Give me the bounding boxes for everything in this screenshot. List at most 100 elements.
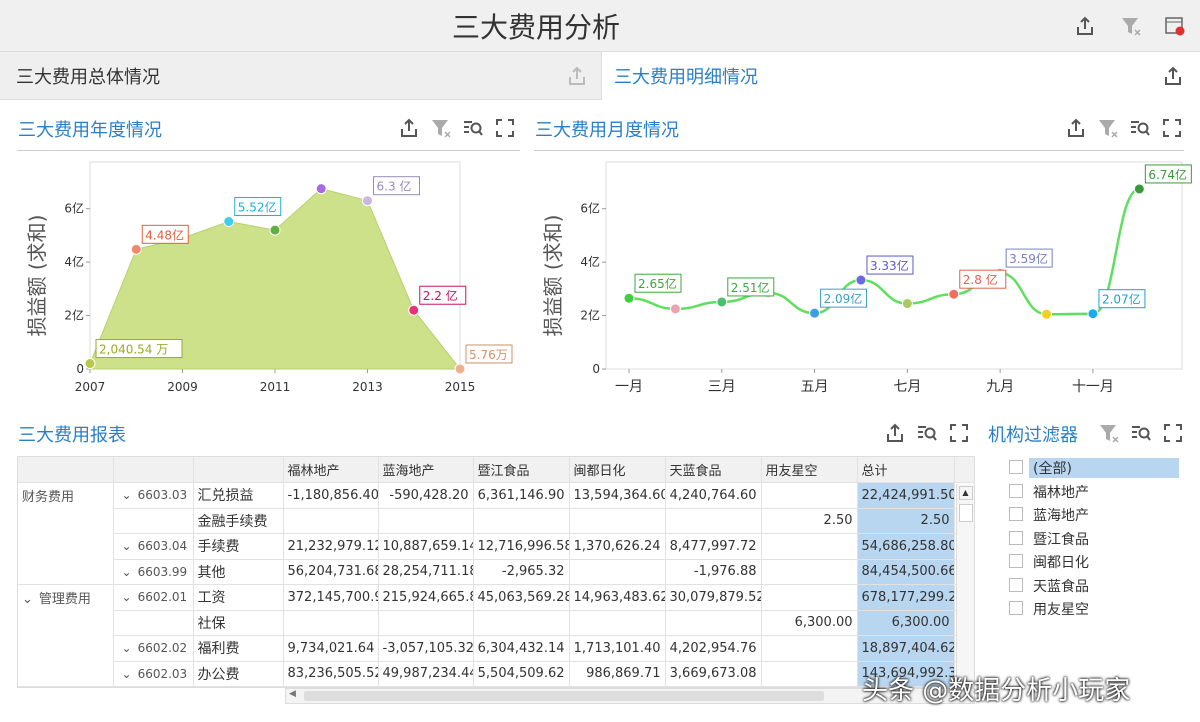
fullscreen-icon[interactable]: [1162, 422, 1184, 444]
collapse-icon[interactable]: ⌄: [121, 488, 132, 503]
vertical-scrollbar[interactable]: ▲: [956, 484, 974, 684]
data-point[interactable]: [269, 224, 281, 236]
scroll-thumb[interactable]: [958, 504, 973, 522]
data-point[interactable]: [454, 363, 466, 375]
scroll-thumb[interactable]: [304, 691, 824, 701]
data-label: 6.3 亿: [377, 179, 412, 194]
scroll-left-icon[interactable]: ◀: [289, 689, 296, 699]
filter-item-label: 福林地产: [1033, 484, 1089, 501]
export-icon[interactable]: [398, 117, 420, 139]
search-list-icon[interactable]: [1130, 422, 1152, 444]
scroll-up-icon[interactable]: ▲: [958, 486, 973, 500]
code-cell[interactable]: ⌄ 6602.01: [113, 584, 194, 611]
data-point[interactable]: [948, 288, 960, 300]
tab-overall-export-icon[interactable]: [566, 65, 588, 87]
collapse-icon[interactable]: ⌄: [121, 539, 132, 554]
value-cell: 4,240,764.60: [665, 482, 762, 509]
collapse-icon[interactable]: ⌄: [22, 592, 33, 607]
data-point[interactable]: [362, 195, 373, 207]
column-header[interactable]: 闽都日化: [569, 457, 666, 483]
export-icon[interactable]: [1074, 15, 1096, 37]
filter-item-label: 闽都日化: [1033, 555, 1089, 571]
total-cell: 22,424,991.50: [857, 482, 955, 509]
fullscreen-icon[interactable]: [1161, 117, 1183, 139]
data-point[interactable]: [809, 307, 821, 319]
data-point[interactable]: [223, 216, 235, 228]
data-label: 3.33亿: [870, 258, 909, 273]
account-name: 手续费: [193, 533, 284, 560]
data-point[interactable]: [84, 358, 96, 370]
clear-filter-icon[interactable]: [1120, 15, 1142, 37]
filter-item[interactable]: 蓝海地产: [1005, 503, 1185, 527]
data-point[interactable]: [130, 243, 142, 255]
clear-filter-icon[interactable]: [1098, 422, 1120, 444]
calendar-icon[interactable]: [1164, 15, 1186, 37]
column-header[interactable]: 天蓝食品: [665, 457, 762, 483]
data-point[interactable]: [1087, 308, 1099, 320]
filter-item[interactable]: 暨江食品: [1005, 527, 1185, 551]
search-list-icon[interactable]: [462, 117, 484, 139]
horizontal-scrollbar[interactable]: ◀: [285, 688, 975, 704]
filter-checkbox[interactable]: [1009, 577, 1023, 592]
tab-overall[interactable]: 三大费用总体情况: [0, 52, 602, 100]
column-header[interactable]: 总计: [857, 457, 955, 483]
code-cell[interactable]: ⌄ 6602.02: [113, 635, 194, 662]
collapse-icon[interactable]: ⌄: [121, 564, 132, 579]
tab-detail[interactable]: 三大费用明细情况: [602, 52, 1200, 100]
filter-item[interactable]: 闽都日化: [1005, 550, 1185, 574]
data-point[interactable]: [716, 296, 728, 308]
filter-item[interactable]: (全部): [1005, 456, 1185, 480]
group-cell[interactable]: 财务费用: [18, 482, 114, 508]
filter-title: 机构过滤器: [988, 425, 1078, 446]
collapse-icon[interactable]: ⌄: [121, 666, 132, 681]
column-header[interactable]: 蓝海地产: [378, 457, 474, 483]
data-point[interactable]: [408, 304, 420, 316]
data-point[interactable]: [669, 303, 681, 315]
filter-item[interactable]: 天蓝食品: [1005, 574, 1185, 598]
header-cell: [954, 457, 974, 483]
filter-item-label: (全部): [1029, 458, 1179, 478]
clear-filter-icon[interactable]: [1097, 117, 1119, 139]
tab-detail-export-icon[interactable]: [1162, 65, 1184, 87]
filter-checkbox[interactable]: [1009, 507, 1023, 521]
code-cell[interactable]: ⌄ 6602.03: [113, 661, 194, 687]
data-point[interactable]: [855, 274, 867, 286]
group-cell[interactable]: ⌄ 管理费用: [18, 584, 114, 610]
filter-checkbox[interactable]: [1009, 460, 1023, 474]
search-list-icon[interactable]: [916, 422, 938, 444]
value-cell: [761, 559, 858, 585]
filter-checkbox[interactable]: [1009, 554, 1023, 568]
column-header[interactable]: 福林地产: [283, 457, 379, 483]
data-point[interactable]: [901, 298, 913, 310]
code-cell[interactable]: ⌄ 6603.03: [113, 482, 194, 509]
fullscreen-icon[interactable]: [948, 422, 970, 444]
column-header[interactable]: 用友星空: [761, 457, 858, 483]
column-header[interactable]: 暨江食品: [473, 457, 570, 483]
header-cell: [113, 457, 194, 483]
value-cell: 14,963,483.62: [569, 584, 666, 611]
search-list-icon[interactable]: [1129, 117, 1151, 139]
data-point[interactable]: [1041, 308, 1053, 320]
code-cell[interactable]: ⌄ 6603.99: [113, 559, 194, 585]
filter-item[interactable]: 福林地产: [1005, 480, 1185, 504]
filter-checkbox[interactable]: [1009, 601, 1023, 615]
collapse-icon[interactable]: ⌄: [121, 641, 132, 656]
filter-item[interactable]: 用友星空: [1005, 597, 1185, 621]
filter-item-label: 天蓝食品: [1033, 578, 1089, 595]
x-tick-label: 2009: [167, 380, 198, 394]
line-series: [628, 187, 1140, 316]
y-tick-label: 0: [592, 362, 600, 376]
clear-filter-icon[interactable]: [430, 117, 452, 139]
fullscreen-icon[interactable]: [494, 117, 516, 139]
data-point[interactable]: [1133, 183, 1145, 195]
filter-checkbox[interactable]: [1009, 530, 1023, 545]
data-point[interactable]: [315, 183, 327, 195]
data-point[interactable]: [623, 292, 635, 304]
collapse-icon[interactable]: ⌄: [121, 590, 132, 605]
value-cell: 986,869.71: [569, 661, 666, 687]
group-cell: [18, 508, 114, 534]
export-icon[interactable]: [1065, 117, 1087, 139]
export-icon[interactable]: [884, 422, 906, 444]
filter-checkbox[interactable]: [1009, 483, 1023, 498]
code-cell[interactable]: ⌄ 6603.04: [113, 533, 194, 560]
